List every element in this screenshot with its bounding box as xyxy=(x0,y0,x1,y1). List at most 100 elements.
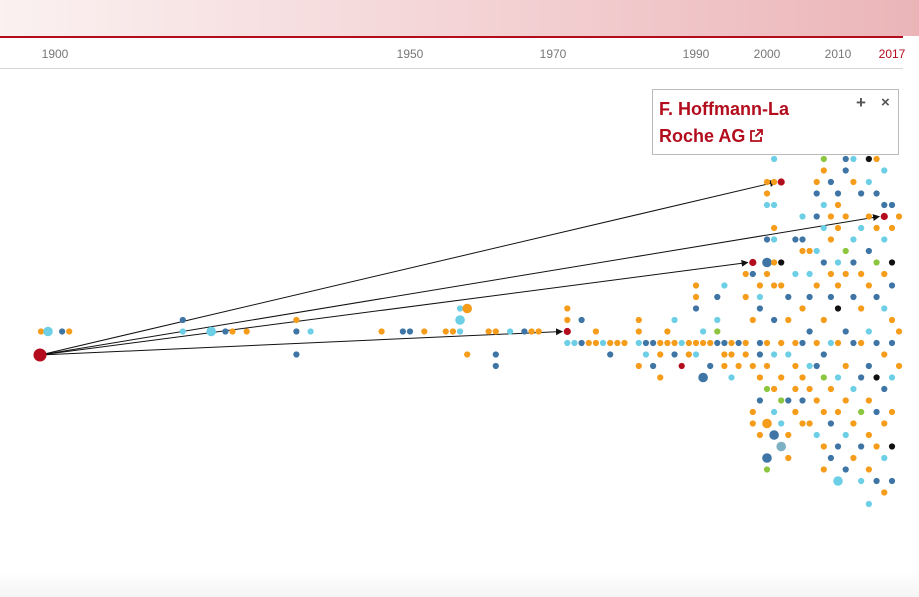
entity-dot[interactable] xyxy=(585,339,592,347)
entity-dot[interactable] xyxy=(776,441,786,452)
entity-dot[interactable] xyxy=(762,257,772,268)
entity-dot[interactable] xyxy=(462,303,473,314)
entity-dot[interactable] xyxy=(756,397,764,404)
root-entity-dot[interactable] xyxy=(33,348,47,362)
entity-dot[interactable] xyxy=(813,178,820,186)
entity-dot[interactable] xyxy=(778,420,785,427)
entity-dot[interactable] xyxy=(842,328,849,335)
entity-dot[interactable] xyxy=(599,339,607,347)
entity-dot[interactable] xyxy=(850,259,857,266)
entity-dot[interactable] xyxy=(742,270,749,278)
entity-dot[interactable] xyxy=(763,362,771,370)
entity-dot[interactable] xyxy=(762,453,772,463)
entity-dot[interactable] xyxy=(792,362,799,370)
entity-dot[interactable] xyxy=(858,305,865,312)
entity-dot[interactable] xyxy=(698,372,708,383)
entity-dot[interactable] xyxy=(685,351,692,358)
entity-dot[interactable] xyxy=(293,351,300,358)
entity-dot[interactable] xyxy=(293,316,300,324)
entity-dot[interactable] xyxy=(827,293,835,301)
entity-dot[interactable] xyxy=(707,339,714,347)
entity-dot[interactable] xyxy=(813,339,820,347)
entity-dot[interactable] xyxy=(642,339,650,347)
entity-dot[interactable] xyxy=(464,351,471,358)
entity-dot[interactable] xyxy=(635,316,642,324)
entity-dot[interactable] xyxy=(607,339,614,347)
entity-dot[interactable] xyxy=(771,201,778,209)
entity-dot[interactable] xyxy=(865,155,872,163)
entity-dot[interactable] xyxy=(635,328,642,335)
entity-dot[interactable] xyxy=(179,328,186,335)
entity-dot[interactable] xyxy=(707,362,714,370)
entity-dot[interactable] xyxy=(399,328,406,335)
entity-dot[interactable] xyxy=(850,454,857,462)
entity-dot[interactable] xyxy=(507,328,514,335)
entity-dot[interactable] xyxy=(621,339,628,347)
entity-dot[interactable] xyxy=(865,362,872,370)
entity-dot[interactable] xyxy=(657,351,664,358)
entity-dot[interactable] xyxy=(692,339,700,347)
entity-dot[interactable] xyxy=(785,454,792,462)
entity-dot[interactable] xyxy=(865,500,872,508)
entity-dot[interactable] xyxy=(799,305,806,312)
entity-dot[interactable] xyxy=(792,385,799,393)
entity-dot[interactable] xyxy=(756,293,764,301)
close-button[interactable]: × xyxy=(881,94,890,111)
entity-dot[interactable] xyxy=(756,305,764,312)
entity-dot[interactable] xyxy=(813,362,820,370)
entity-dot[interactable] xyxy=(749,270,756,278)
entity-dot[interactable] xyxy=(792,236,799,243)
entity-dot[interactable] xyxy=(820,155,827,163)
entity-dot[interactable] xyxy=(813,247,820,255)
entity-dot[interactable] xyxy=(813,431,820,439)
entity-dot[interactable] xyxy=(671,351,678,358)
linked-entity-dot[interactable] xyxy=(777,178,785,186)
entity-dot[interactable] xyxy=(771,259,778,266)
entity-dot[interactable] xyxy=(678,339,685,347)
entity-dot[interactable] xyxy=(37,328,45,335)
entity-dot[interactable] xyxy=(749,420,756,427)
entity-dot[interactable] xyxy=(881,420,888,427)
entity-dot[interactable] xyxy=(888,224,896,232)
entity-dot[interactable] xyxy=(834,305,842,312)
entity-dot[interactable] xyxy=(685,339,692,347)
entity-dot[interactable] xyxy=(721,362,728,370)
entity-dot[interactable] xyxy=(888,477,896,485)
entity-dot[interactable] xyxy=(799,339,806,347)
entity-dot[interactable] xyxy=(858,477,865,485)
entity-dot[interactable] xyxy=(664,328,671,335)
entity-dot[interactable] xyxy=(785,316,792,324)
entity-dot[interactable] xyxy=(635,339,642,347)
linked-entity-dot[interactable] xyxy=(563,327,571,336)
entity-dot[interactable] xyxy=(873,190,880,197)
entity-dot[interactable] xyxy=(799,213,806,220)
entity-dot[interactable] xyxy=(858,224,865,232)
entity-dot[interactable] xyxy=(858,443,865,450)
entity-dot[interactable] xyxy=(769,430,779,440)
entity-dot[interactable] xyxy=(785,431,792,439)
entity-dot[interactable] xyxy=(888,259,896,266)
entity-dot[interactable] xyxy=(850,178,857,186)
entity-dot[interactable] xyxy=(865,282,872,289)
entity-dot[interactable] xyxy=(735,339,742,347)
entity-dot[interactable] xyxy=(873,443,880,450)
entity-dot[interactable] xyxy=(873,155,880,163)
entity-dot[interactable] xyxy=(850,155,857,163)
entity-dot[interactable] xyxy=(820,167,827,174)
entity-dot[interactable] xyxy=(820,201,827,209)
entity-dot[interactable] xyxy=(834,190,842,197)
entity-dot[interactable] xyxy=(834,339,842,347)
entity-dot[interactable] xyxy=(806,247,813,255)
entity-dot[interactable] xyxy=(592,339,600,347)
entity-dot[interactable] xyxy=(888,374,896,381)
entity-dot[interactable] xyxy=(785,351,792,358)
entity-dot[interactable] xyxy=(873,374,880,381)
entity-dot[interactable] xyxy=(455,315,465,325)
entity-dot[interactable] xyxy=(799,397,806,404)
entity-dot[interactable] xyxy=(742,339,749,347)
entity-dot[interactable] xyxy=(721,339,728,347)
entity-dot[interactable] xyxy=(881,236,888,243)
entity-dot[interactable] xyxy=(834,224,842,232)
entity-dot[interactable] xyxy=(858,270,865,278)
entity-dot[interactable] xyxy=(442,328,449,335)
